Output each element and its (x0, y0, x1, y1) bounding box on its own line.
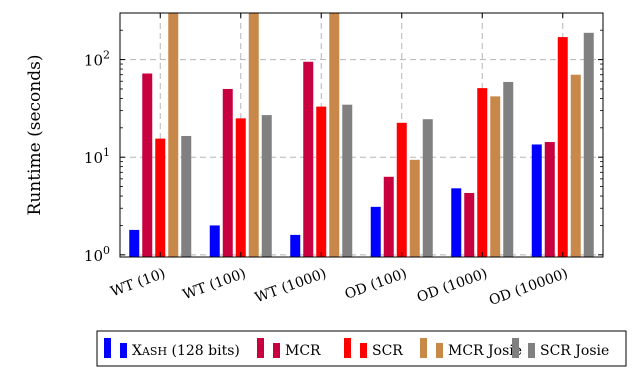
bar-scr-3 (316, 106, 327, 258)
grid (120, 13, 603, 257)
bar-mcr-3 (303, 61, 314, 257)
bar-xash-128-bits-4 (370, 206, 381, 257)
legend-swatch (420, 338, 427, 358)
legend-swatch (104, 338, 111, 358)
legend-swatch (273, 343, 280, 358)
legend-label: MCR (285, 343, 321, 359)
x-category-label: OD (10000) (487, 266, 570, 309)
bar-scr-josie-5 (503, 81, 514, 258)
y-tick-label: 100 (84, 244, 110, 265)
y-axis-title: Runtime (seconds) (25, 55, 45, 216)
bar-mcr-josie-3 (329, 13, 340, 257)
legend: XASH (128 bits) MCR SCR MCR Josie SCR Josie (96, 330, 627, 367)
bar-mcr-1 (142, 73, 153, 258)
legend-label: SCR (372, 343, 403, 359)
x-category-label: WT (10) (109, 266, 168, 301)
bar-scr-5 (477, 88, 488, 258)
bar-scr-2 (235, 118, 246, 257)
bar-scr-6 (557, 37, 568, 257)
bar-mcr-josie-2 (248, 13, 259, 257)
bar-scr-josie-3 (342, 104, 353, 257)
bar-scr-4 (396, 122, 407, 257)
x-category-label: WT (1000) (253, 266, 329, 307)
bar-mcr-2 (222, 88, 233, 257)
bar-mcr-4 (383, 176, 394, 257)
x-category-label: WT (100) (181, 266, 248, 304)
bar-mcr-josie-1 (168, 13, 179, 257)
legend-swatch (512, 338, 519, 358)
legend-label: XASH (128 bits) (132, 343, 240, 359)
bar-mcr-5 (464, 192, 475, 257)
bar-mcr-josie-5 (490, 96, 501, 257)
legend-label: SCR Josie (540, 343, 609, 359)
legend-swatch (360, 343, 367, 358)
bar-scr-josie-1 (181, 135, 192, 257)
legend-swatch (436, 343, 443, 358)
x-category-label: OD (100) (343, 266, 409, 303)
bar-scr-josie-2 (261, 115, 272, 257)
bar-xash-128-bits-6 (531, 144, 542, 257)
legend-swatch (257, 338, 264, 358)
bars (129, 13, 594, 258)
y-tick-label: 102 (84, 49, 110, 70)
x-category-label: OD (1000) (415, 266, 490, 306)
legend-swatch (528, 343, 535, 358)
legend-label: MCR Josie (448, 343, 522, 359)
bar-scr-1 (155, 138, 166, 257)
y-tick-label: 101 (84, 146, 110, 167)
bar-xash-128-bits-1 (129, 229, 140, 257)
plot-frame (119, 12, 604, 258)
legend-swatch (120, 343, 127, 358)
bar-scr-josie-6 (583, 32, 594, 258)
bar-xash-128-bits-3 (290, 234, 301, 257)
bar-xash-128-bits-5 (451, 188, 462, 257)
bar-xash-128-bits-2 (209, 225, 220, 257)
bar-mcr-6 (544, 142, 555, 257)
legend-swatch (344, 338, 351, 358)
bar-mcr-josie-4 (409, 159, 420, 257)
bar-scr-josie-4 (422, 119, 433, 257)
bar-mcr-josie-6 (570, 74, 581, 257)
